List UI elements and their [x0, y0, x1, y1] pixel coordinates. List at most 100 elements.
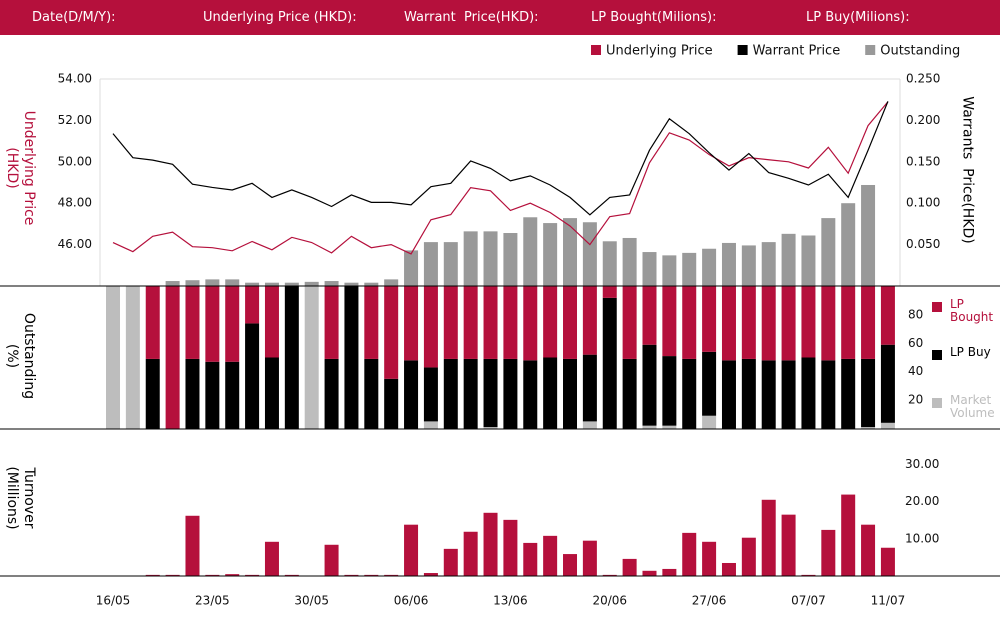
stack-segment [324, 286, 339, 359]
turnover-bar [264, 541, 279, 576]
outstanding-bar [702, 248, 717, 286]
x-tick-label: 13/06 [493, 594, 528, 608]
stack-segment [264, 286, 279, 358]
price-line [112, 101, 889, 255]
turnover-bar [205, 574, 220, 576]
tick-label: 52.00 [58, 113, 92, 127]
stack-segment [364, 358, 379, 429]
turnover-bar [523, 542, 538, 576]
tick-label: 20 [908, 393, 923, 407]
legend-swatch [865, 45, 876, 55]
tick-label: 0.150 [906, 154, 940, 168]
outstanding-bar [582, 222, 597, 286]
stack-segment [264, 357, 279, 429]
stack-segment [622, 358, 637, 429]
outstanding-bar [503, 233, 518, 286]
stack-segment [483, 427, 498, 429]
stack-segment [702, 415, 717, 429]
stack-segment [245, 286, 260, 324]
outstanding-bar [404, 250, 419, 286]
legend-label: LP Buy [950, 345, 991, 359]
stack-segment [364, 286, 379, 359]
stack-segment [463, 286, 478, 359]
turnover-bar [225, 574, 240, 576]
turnover-bar [741, 537, 756, 576]
tick-label: 0.250 [906, 72, 940, 86]
stack-segment [801, 357, 816, 429]
stack-segment [880, 422, 895, 429]
turnover-bar [443, 548, 458, 576]
stack-segment [205, 286, 220, 362]
stack-segment [225, 361, 240, 429]
stack-segment [423, 421, 438, 429]
price-line [112, 101, 889, 216]
stack-segment [801, 286, 816, 358]
tick-label: 0.100 [906, 196, 940, 210]
turnover-bar [642, 570, 657, 576]
outstanding-bar [642, 252, 657, 286]
x-tick-label: 07/07 [791, 594, 826, 608]
turnover-bar [682, 532, 697, 576]
stack-segment [741, 286, 756, 359]
stack-segment [662, 286, 677, 357]
outstanding-bar [225, 279, 240, 286]
turnover-bar [781, 514, 796, 576]
stack-segment [443, 358, 458, 429]
turnover-bar [284, 574, 299, 576]
stack-segment [503, 286, 518, 359]
stack-segment [602, 297, 617, 429]
stack-segment [543, 357, 558, 429]
outstanding-bar [443, 242, 458, 286]
turnover-bar [543, 535, 558, 576]
turnover-bar [841, 494, 856, 576]
stack-segment [861, 358, 876, 428]
turnover-bar [801, 574, 816, 576]
x-tick-label: 11/07 [871, 594, 906, 608]
turnover-bar [483, 512, 498, 576]
outstanding-bar [821, 218, 836, 286]
outstanding-bar [423, 242, 438, 286]
outstanding-bar [264, 282, 279, 286]
outstanding-bar [185, 280, 200, 286]
stack-segment [324, 358, 339, 429]
outstanding-bar [483, 231, 498, 286]
turnover-bar [364, 574, 379, 576]
outstanding-bar [284, 282, 299, 286]
stack-segment [284, 286, 299, 429]
stack-segment [682, 286, 697, 359]
outstanding-bar [245, 282, 260, 286]
turnover-bar [165, 574, 180, 576]
stack-segment [682, 358, 697, 429]
tick-label: 20.00 [905, 494, 939, 508]
stack-segment [443, 286, 458, 359]
tick-label: 10.00 [905, 531, 939, 545]
tick-label: 0.200 [906, 113, 940, 127]
stack-segment [761, 286, 776, 361]
stack-segment [384, 378, 399, 429]
tick-label: 54.00 [58, 72, 92, 86]
x-tick-label: 20/06 [592, 594, 627, 608]
stack-segment [841, 358, 856, 429]
tick-label: 46.00 [58, 237, 92, 251]
stack-segment [106, 286, 120, 429]
legend-swatch [932, 350, 942, 360]
stack-segment [543, 286, 558, 358]
turnover-bar [721, 562, 736, 576]
outstanding-bar [543, 223, 558, 286]
turnover-bar [463, 531, 478, 576]
outstanding-bar [741, 245, 756, 286]
stack-segment [423, 367, 438, 422]
stack-segment [702, 351, 717, 416]
stack-segment [225, 286, 240, 362]
stack-segment [185, 286, 200, 359]
stack-segment [861, 427, 876, 429]
x-tick-label: 06/06 [394, 594, 429, 608]
stack-segment [582, 354, 597, 422]
outstanding-bar [622, 237, 637, 286]
tick-label: 30.00 [905, 457, 939, 471]
legend-label: Market Volume [950, 393, 995, 420]
stack-segment [563, 286, 578, 359]
stack-segment [582, 421, 597, 429]
stack-segment [404, 360, 419, 429]
